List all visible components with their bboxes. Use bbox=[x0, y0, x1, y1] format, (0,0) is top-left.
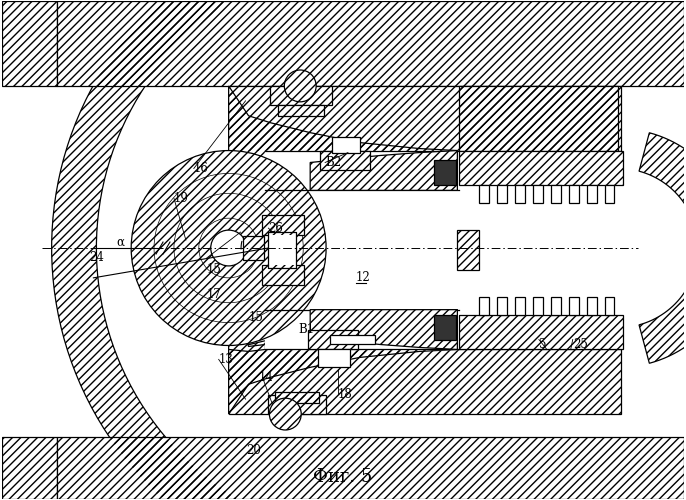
Text: 18: 18 bbox=[338, 388, 353, 400]
Bar bbox=[460, 314, 624, 350]
Bar bbox=[279, 105, 324, 116]
Polygon shape bbox=[228, 150, 265, 220]
Bar bbox=[263, 215, 304, 235]
Bar bbox=[228, 350, 622, 414]
Polygon shape bbox=[228, 86, 458, 190]
Bar bbox=[460, 86, 619, 150]
Polygon shape bbox=[310, 310, 458, 350]
Polygon shape bbox=[265, 150, 460, 190]
Text: 14: 14 bbox=[259, 371, 273, 384]
Bar bbox=[275, 392, 319, 403]
Bar bbox=[275, 392, 319, 403]
Bar bbox=[2, 437, 57, 498]
Polygon shape bbox=[228, 310, 458, 414]
Bar bbox=[458, 230, 480, 270]
Bar bbox=[604, 186, 615, 204]
Bar bbox=[268, 395, 326, 414]
Bar bbox=[460, 150, 624, 186]
Text: 15: 15 bbox=[206, 264, 222, 276]
Bar bbox=[460, 86, 619, 150]
Bar bbox=[2, 2, 57, 86]
Text: 20: 20 bbox=[246, 444, 261, 458]
Circle shape bbox=[131, 150, 326, 346]
Circle shape bbox=[270, 398, 301, 430]
Bar bbox=[587, 296, 597, 314]
Bar bbox=[268, 395, 326, 414]
Bar bbox=[569, 296, 579, 314]
Text: 13: 13 bbox=[219, 353, 233, 366]
Text: B2: B2 bbox=[325, 156, 341, 169]
Circle shape bbox=[211, 230, 246, 266]
Bar bbox=[279, 105, 324, 116]
Bar bbox=[57, 437, 684, 498]
Text: 17: 17 bbox=[206, 288, 222, 301]
Polygon shape bbox=[51, 0, 349, 500]
Text: 12: 12 bbox=[356, 272, 370, 284]
Bar bbox=[533, 296, 543, 314]
Bar bbox=[434, 160, 456, 186]
Text: 24: 24 bbox=[89, 252, 104, 264]
Bar bbox=[308, 330, 358, 349]
Text: B1: B1 bbox=[298, 323, 314, 336]
Bar bbox=[497, 186, 507, 204]
Bar bbox=[480, 186, 489, 204]
Bar bbox=[551, 186, 560, 204]
Bar bbox=[318, 350, 350, 368]
Bar bbox=[228, 350, 622, 414]
Bar bbox=[243, 236, 264, 260]
Bar bbox=[270, 86, 332, 105]
Circle shape bbox=[284, 70, 316, 102]
Text: 16: 16 bbox=[194, 162, 209, 175]
Polygon shape bbox=[639, 132, 686, 364]
Bar bbox=[320, 150, 370, 171]
Bar bbox=[57, 437, 684, 498]
Bar bbox=[569, 186, 579, 204]
Bar bbox=[268, 232, 296, 268]
Bar bbox=[458, 230, 480, 270]
Bar bbox=[551, 296, 560, 314]
Bar bbox=[587, 186, 597, 204]
Bar bbox=[332, 136, 360, 152]
Bar bbox=[515, 186, 525, 204]
Text: α: α bbox=[116, 236, 124, 248]
Bar bbox=[228, 86, 622, 150]
Bar bbox=[2, 2, 57, 86]
Text: 26: 26 bbox=[268, 222, 283, 234]
Bar bbox=[460, 314, 624, 350]
Bar bbox=[533, 186, 543, 204]
Text: Фиг. 5: Фиг. 5 bbox=[314, 468, 372, 485]
Bar bbox=[243, 236, 264, 260]
Bar bbox=[515, 296, 525, 314]
Bar bbox=[228, 86, 622, 150]
Bar bbox=[480, 296, 489, 314]
Bar bbox=[308, 330, 358, 349]
Polygon shape bbox=[228, 285, 265, 352]
Polygon shape bbox=[265, 310, 460, 350]
Bar bbox=[460, 150, 624, 186]
Text: 5: 5 bbox=[539, 338, 547, 351]
Bar bbox=[263, 215, 304, 235]
Bar bbox=[57, 2, 684, 86]
Bar bbox=[2, 437, 57, 498]
Bar bbox=[604, 296, 615, 314]
Bar bbox=[330, 334, 375, 344]
Text: 25: 25 bbox=[573, 338, 588, 351]
Text: 19: 19 bbox=[174, 192, 189, 205]
Bar bbox=[497, 296, 507, 314]
Bar bbox=[320, 150, 370, 171]
Bar bbox=[270, 86, 332, 105]
Bar bbox=[57, 2, 684, 86]
Text: 15: 15 bbox=[248, 311, 263, 324]
Bar bbox=[263, 265, 304, 285]
Bar bbox=[263, 265, 304, 285]
Bar bbox=[434, 314, 456, 340]
Polygon shape bbox=[310, 150, 458, 190]
